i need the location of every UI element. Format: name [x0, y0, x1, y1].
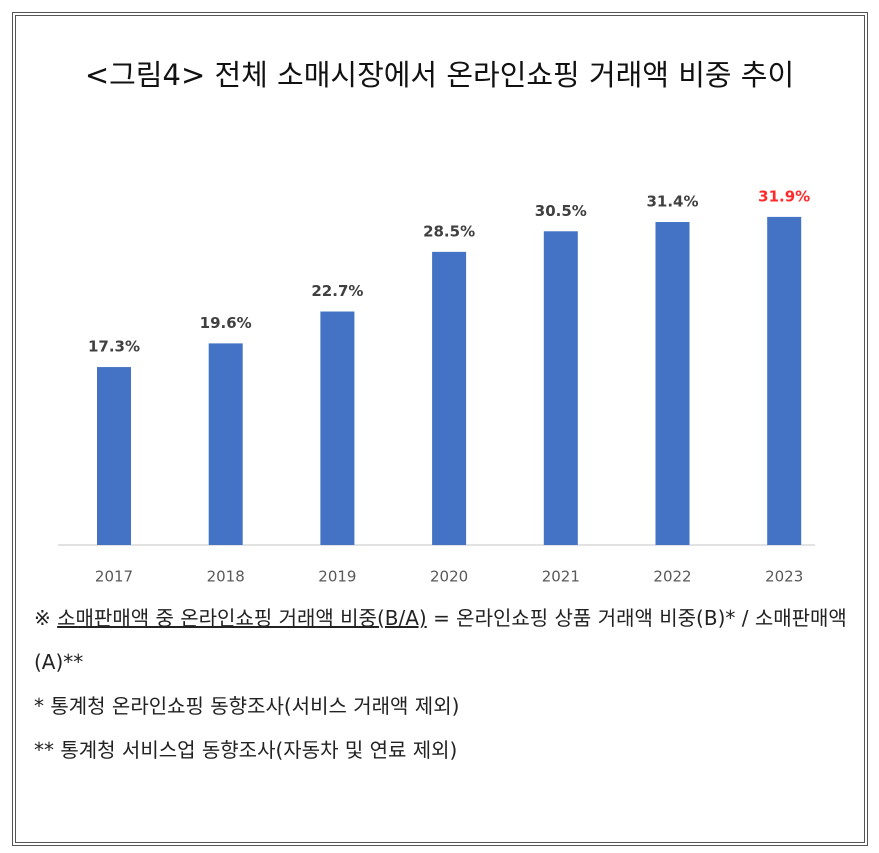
notes: ※ 소매판매액 중 온라인쇼핑 거래액 비중(B/A) = 온라인쇼핑 상품 거…: [34, 596, 849, 772]
value-label: 31.4%: [646, 193, 698, 211]
bar: [655, 222, 690, 545]
note-line: ** 통계청 서비스업 동향조사(자동차 및 연료 제외): [34, 738, 458, 762]
value-label: 19.6%: [200, 314, 252, 332]
value-label: 31.9%: [758, 187, 810, 205]
value-label: 30.5%: [535, 202, 587, 220]
bar: [320, 311, 355, 545]
value-label: 28.5%: [423, 222, 475, 240]
x-tick-label: 2018: [207, 568, 245, 586]
note-underlined: 소매판매액 중 온라인쇼핑 거래액 비중(B/A): [57, 606, 427, 630]
value-label: 17.3%: [88, 338, 140, 356]
bar: [432, 251, 467, 545]
formula-note: ※ 소매판매액 중 온라인쇼핑 거래액 비중(B/A) = 온라인쇼핑 상품 거…: [34, 596, 849, 684]
x-tick-label: 2023: [765, 568, 803, 586]
chart-title: <그림4> 전체 소매시장에서 온라인쇼핑 거래액 비중 추이: [84, 58, 795, 92]
bar: [208, 343, 243, 545]
x-tick-label: 2017: [95, 568, 133, 586]
note-text: = 온라인쇼핑 상품 거래액 비중(B)* / 소매판매액(A)**: [34, 606, 847, 674]
note-mark: ※: [34, 606, 51, 630]
x-tick-label: 2019: [318, 568, 356, 586]
x-tick-label: 2020: [430, 568, 468, 586]
note-line: * 통계청 온라인쇼핑 동향조사(서비스 거래액 제외): [34, 694, 460, 718]
frame: [12, 12, 868, 846]
x-tick-label: 2022: [653, 568, 691, 586]
bar: [97, 367, 131, 545]
value-label: 22.7%: [311, 282, 363, 300]
bar: [767, 216, 802, 545]
bar: [543, 231, 578, 546]
x-tick-label: 2021: [542, 568, 580, 586]
